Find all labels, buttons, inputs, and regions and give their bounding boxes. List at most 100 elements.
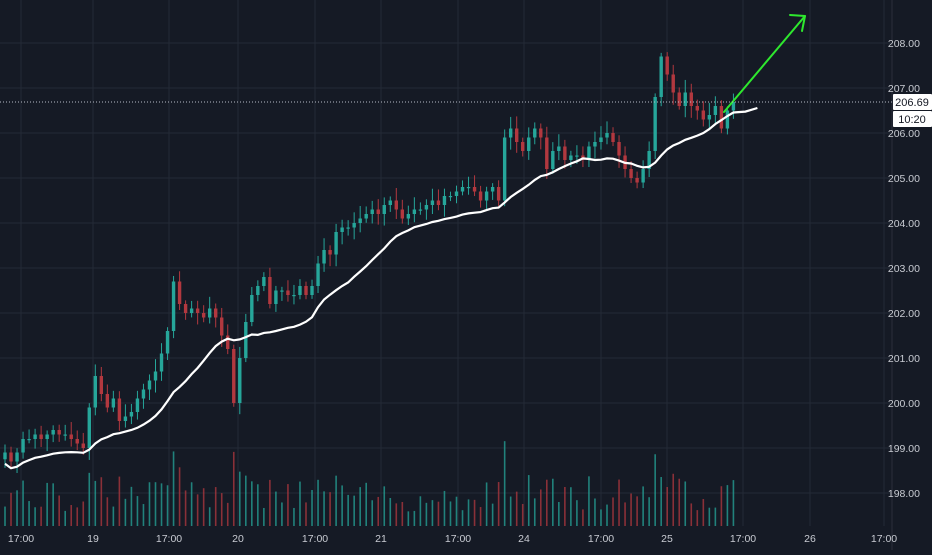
volume-bar (702, 499, 705, 526)
candle-body (713, 106, 718, 115)
candle-body (496, 187, 501, 201)
candle-body (93, 376, 97, 408)
time-tick-label: 17:00 (302, 533, 328, 545)
volume-bar (353, 495, 355, 526)
time-axis[interactable]: 17:00 19 17:00 20 17:00 21 17:00 24 17:00 25 17:00… (8, 533, 897, 545)
volume-bar (666, 487, 668, 526)
volume-bar (479, 507, 482, 526)
volume-bar (142, 504, 145, 526)
candle-body (310, 286, 314, 295)
volume-bar (455, 496, 458, 526)
volume-bar (166, 485, 169, 526)
time-tick-label: 26 (804, 533, 816, 545)
candle-body (322, 250, 326, 264)
candle-body (328, 250, 332, 255)
volume-bar (190, 482, 193, 526)
price-tick-label: 208.00 (888, 38, 920, 50)
candle-body (695, 106, 699, 111)
candle-body (490, 187, 495, 192)
volume-bar (275, 491, 277, 526)
volume-bar (136, 496, 139, 526)
candle-body (51, 430, 55, 435)
candle-body (394, 200, 398, 210)
price-tick-label: 202.00 (888, 308, 920, 320)
candle-body (45, 434, 49, 439)
grid-lines (0, 0, 893, 550)
volume-bar (648, 497, 650, 526)
last-price-label-background (893, 94, 932, 110)
volume-bar (383, 486, 386, 526)
candle-body (707, 115, 712, 120)
volume-bar (329, 492, 331, 526)
volume-bar (202, 488, 205, 526)
candle-body (57, 430, 61, 435)
candle-body (9, 452, 13, 462)
price-tick-label: 200.00 (888, 398, 920, 410)
volume-bar (40, 506, 42, 526)
candle-body (569, 155, 573, 160)
candle-body (587, 146, 591, 160)
candle-body (123, 416, 128, 421)
volume-bar (419, 496, 422, 526)
volume-bar (214, 487, 217, 526)
volume-bar (437, 501, 440, 526)
candle-body (575, 155, 579, 157)
volume-bar (46, 482, 48, 526)
candle-body (418, 209, 423, 211)
price-tick-label: 199.00 (888, 443, 920, 455)
candle-body (27, 439, 31, 441)
time-tick-label: 19 (87, 533, 99, 545)
volume-bar (311, 489, 313, 526)
volume-bar (443, 490, 446, 526)
volume-bar (533, 498, 536, 526)
candle-body (286, 290, 290, 295)
volume-bar (251, 481, 253, 526)
volume-bar (220, 493, 223, 526)
candle-body (659, 56, 663, 97)
price-tick-label: 201.00 (888, 353, 920, 365)
volume-bar (317, 479, 319, 526)
volume-bar (425, 502, 428, 526)
candle-body (611, 133, 615, 142)
candle-body (69, 434, 73, 439)
candle-body (388, 200, 392, 205)
price-axis[interactable]: 198.00 199.00 200.00 201.00 202.00 203.00 204.… (888, 38, 920, 500)
volume-bar (389, 497, 392, 526)
candle-body (677, 92, 681, 106)
volume-bar (720, 486, 723, 526)
time-tick-label: 17:00 (445, 533, 471, 545)
volume-bar (245, 475, 247, 526)
candle-body (220, 317, 224, 336)
volume-bar (527, 475, 530, 526)
volume-bar (521, 503, 524, 526)
candle-body (232, 349, 236, 403)
volume-bar (365, 482, 367, 526)
candle-body (515, 128, 519, 142)
time-tick-label: 24 (518, 533, 530, 545)
candle-body (533, 128, 537, 138)
candle-body (334, 232, 338, 255)
candle-body (111, 398, 116, 408)
volume-bar (124, 498, 127, 526)
volume-bar (726, 485, 729, 526)
time-tick-label: 17:00 (156, 533, 182, 545)
volume-bar (395, 503, 398, 526)
volume-bar (612, 497, 614, 526)
volume-bar (654, 454, 656, 526)
candle-body (21, 439, 25, 453)
volume-histogram (4, 441, 735, 526)
candle-body (689, 92, 693, 106)
volume-bar (449, 501, 452, 526)
volume-bar (407, 511, 410, 526)
candle-body (665, 56, 669, 75)
trend-arrow (723, 14, 806, 113)
countdown-label: 10:20 (893, 111, 932, 127)
volume-bar (341, 485, 343, 526)
price-tick-label: 203.00 (888, 263, 920, 275)
candle-body (340, 227, 344, 232)
volume-bar (503, 441, 506, 526)
volume-bar (630, 493, 632, 526)
